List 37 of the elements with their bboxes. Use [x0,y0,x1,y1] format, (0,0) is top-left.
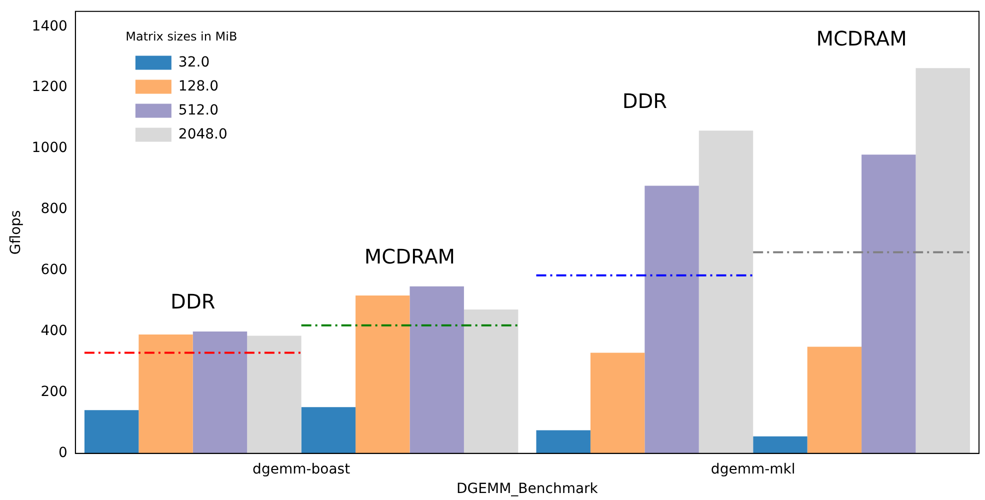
y-tick-label: 0 [58,445,68,462]
bar [590,352,645,454]
legend-label: 2048.0 [178,126,228,142]
bar [536,430,590,454]
bar [753,436,808,454]
y-tick-label: 600 [40,262,68,278]
bar [192,331,248,454]
y-tick-label: 200 [40,384,68,400]
y-tick-label: 800 [40,201,68,218]
x-tick-label: dgemm-mkl [710,461,796,478]
legend-label: 128.0 [178,78,219,94]
bar [916,68,970,454]
bar [84,410,139,454]
annotation: MCDRAM [364,244,456,269]
legend-label: 32.0 [178,54,210,70]
bar [698,130,754,454]
x-tick-label: dgemm-boast [252,461,351,478]
bar [247,336,302,454]
y-axis-title: Gflops [8,210,24,255]
legend-title: Matrix sizes in MiB [126,30,238,44]
annotation: DDR [170,290,216,314]
legend-label: 512.0 [178,102,219,118]
x-axis-title: DGEMM_Benchmark [456,481,599,498]
bar [807,346,862,454]
bar [410,286,464,454]
y-tick-label: 1400 [32,18,68,34]
bar [464,310,518,454]
annotation: MCDRAM [816,26,907,50]
bar [138,334,193,454]
y-tick-label: 1200 [32,79,68,96]
bar [356,296,410,454]
bar [644,186,699,454]
bar [862,154,916,454]
annotation: DDR [622,88,668,113]
y-tick-label: 400 [40,323,68,340]
y-tick-label: 1000 [32,140,68,156]
bar [301,407,356,454]
